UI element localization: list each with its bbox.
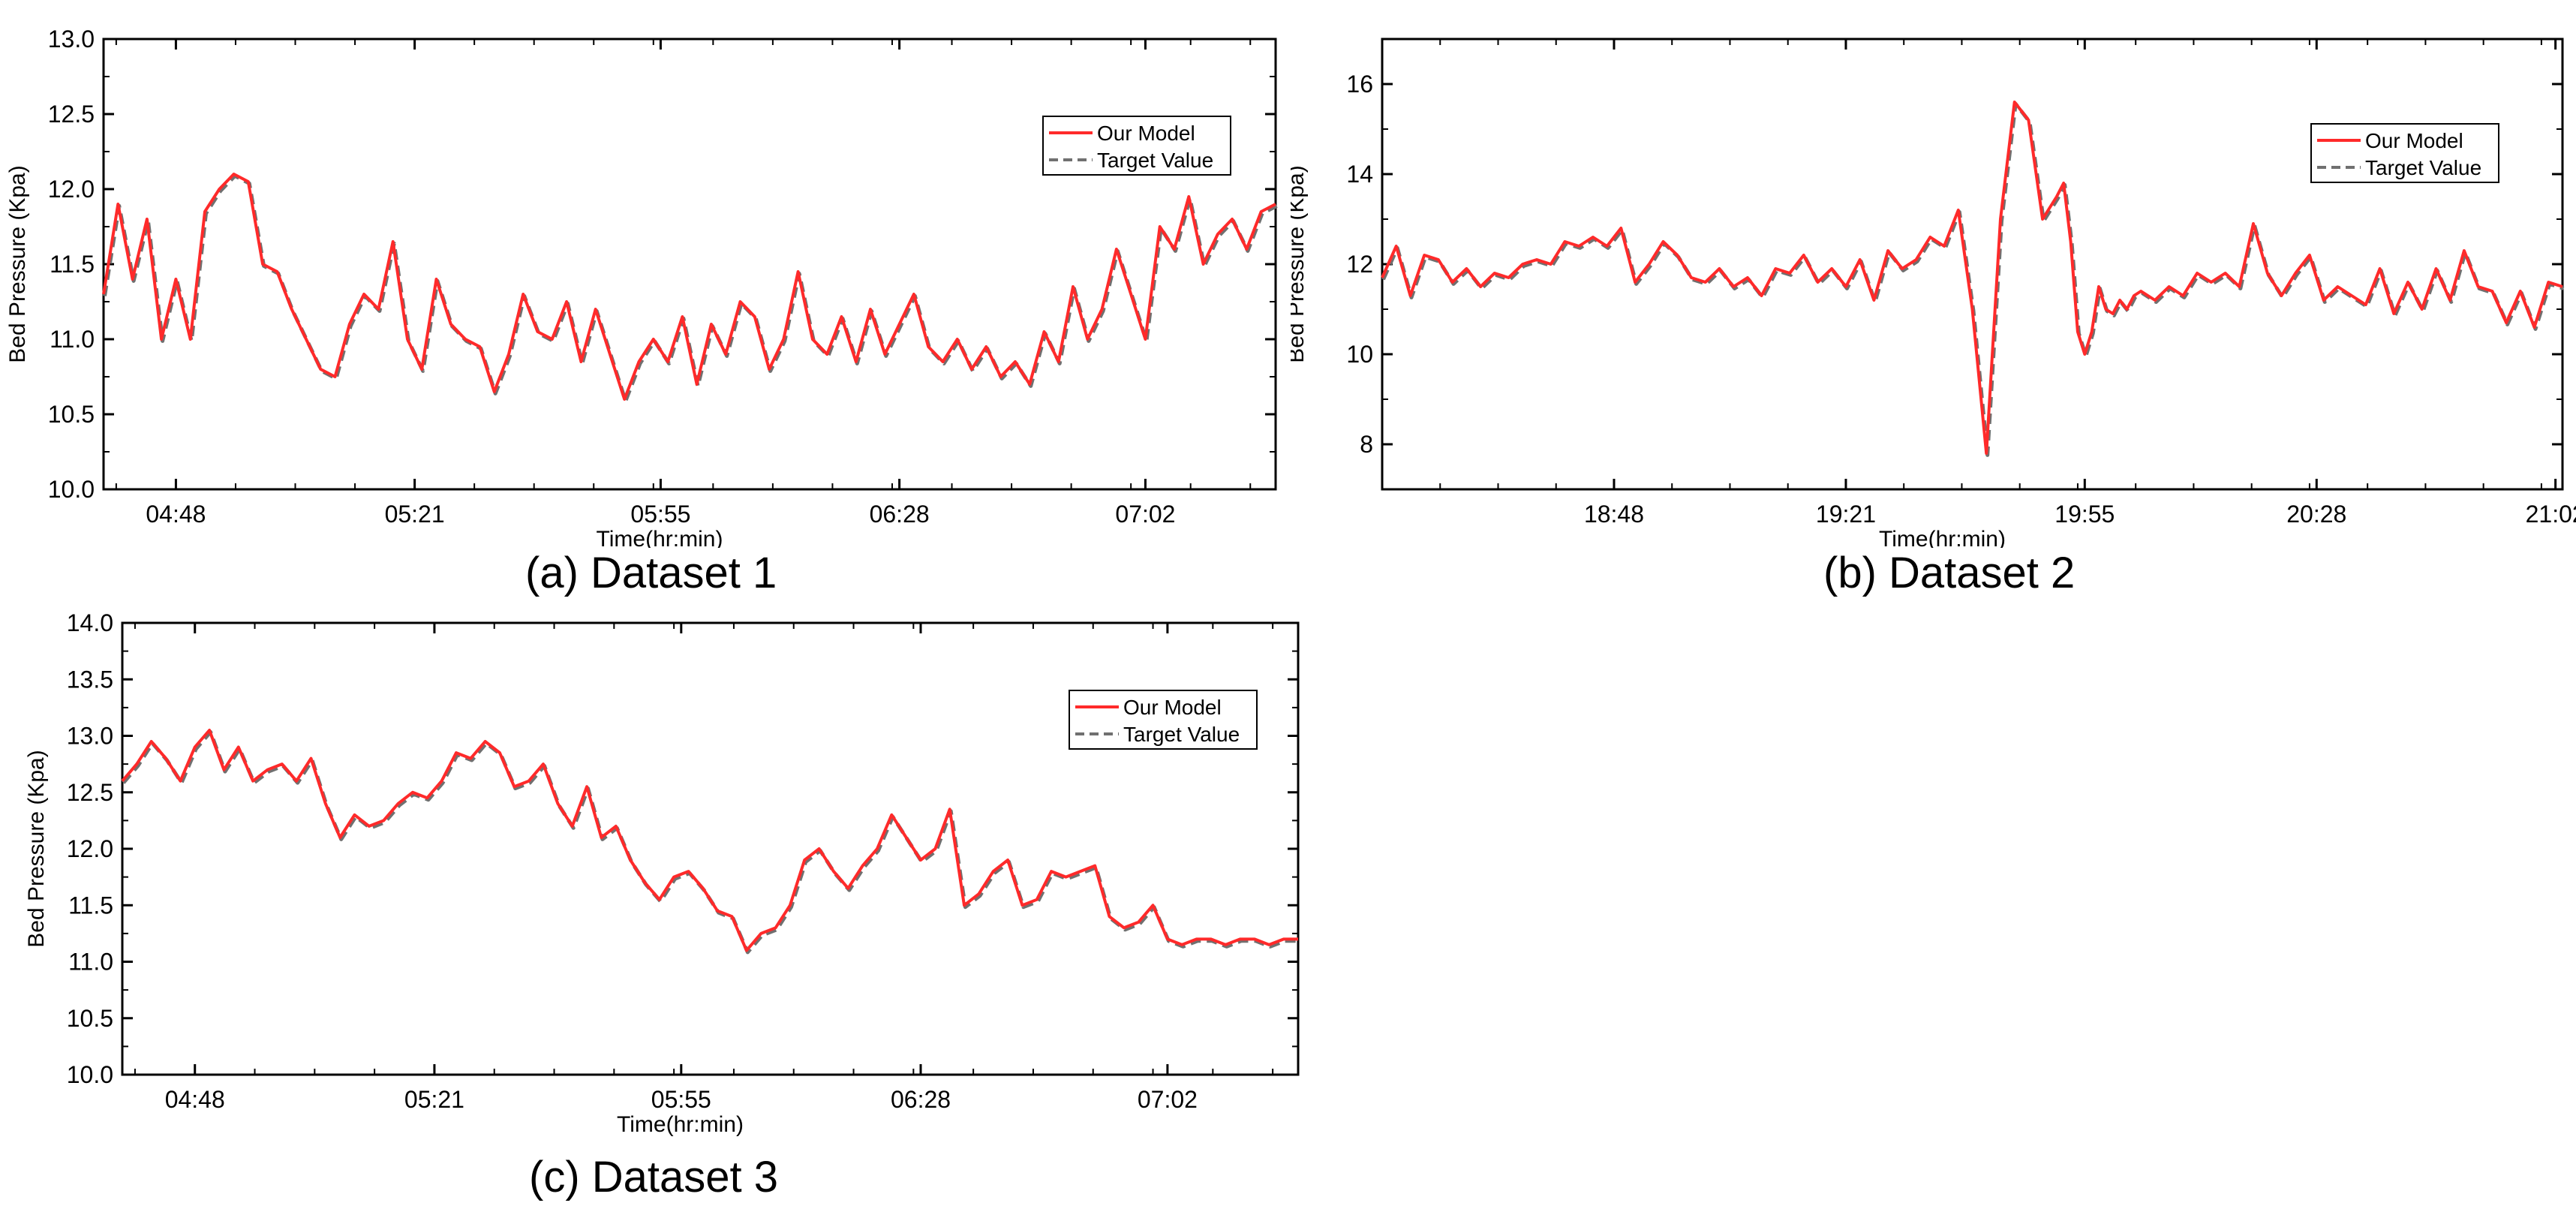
y-tick-label: 11.0 [68,949,113,976]
x-tick-label: 20:28 [2286,501,2346,528]
y-tick-label: 14 [1346,161,1373,188]
y-tick-label: 13.5 [67,666,113,693]
y-axis-label: Bed Pressure (Kpa) [1291,165,1309,362]
y-tick-label: 12.5 [67,779,113,806]
legend-label: Our Model [2365,129,2463,152]
chart-panel-dataset-2: 8 10 12 14 16 18:48 19:21 19:55 20:28 21:02 Time(h… [1291,30,2576,608]
x-tick-label: 18:48 [1584,501,1644,528]
series-line-target-value [103,173,1278,403]
y-tick-label: 11.5 [50,251,95,278]
x-tick-label: 06:28 [891,1086,951,1113]
x-tick-label: 07:02 [1115,501,1175,528]
y-axis-label: Bed Pressure (Kpa) [5,165,30,362]
y-axis-label: Bed Pressure (Kpa) [24,750,49,947]
y-tick-label: 16 [1346,71,1373,98]
y-tick-label: 12.0 [48,176,95,203]
legend-label: Target Value [1097,149,1213,172]
legend-box [1042,116,1231,176]
y-tick-label: 8 [1360,431,1373,458]
y-tick-label: 13.0 [67,723,113,750]
x-tick-label: 07:02 [1138,1086,1198,1113]
y-tick-label: 10 [1346,341,1373,368]
y-tick-label: 10.5 [48,401,95,428]
legend-label: Target Value [2365,156,2481,179]
y-tick-label: 13.0 [48,30,95,53]
caption-dataset-3: (c) Dataset 3 [529,1153,778,1201]
y-tick-label: 11.0 [50,326,95,353]
x-tick-label: 05:55 [651,1086,711,1113]
x-tick-label: 05:21 [385,501,445,528]
legend-box [2310,123,2499,183]
y-tick-label: 12 [1346,251,1373,278]
chart-panel-dataset-3: 10.0 10.5 11.0 11.5 12.0 12.5 13.0 13.5 14.0 04:4… [0,608,1321,1208]
x-tick-label: 19:21 [1816,501,1876,528]
y-tick-label: 12.5 [48,101,95,128]
y-tick-label: 10.5 [67,1005,113,1032]
series-line-target-value [122,729,1300,955]
series-line-our-model [102,173,1276,401]
x-axis-label: Time(hr:min) [1879,527,2006,548]
legend-box [1069,690,1258,750]
y-tick-label: 10.0 [67,1061,113,1088]
x-tick-label: 04:48 [165,1086,225,1113]
series-line-our-model [1381,101,2563,455]
x-tick-label: 06:28 [870,501,930,528]
legend-label: Our Model [1097,122,1195,145]
plot-frame [102,38,1277,491]
plot-frame [1381,38,2564,491]
legend-label: Target Value [1123,723,1240,746]
y-tick-label: 14.0 [67,609,113,636]
line-chart-dataset-3: 10.0 10.5 11.0 11.5 12.0 12.5 13.0 13.5 14.0 04:4… [24,609,1300,1137]
x-tick-label: 04:48 [146,501,206,528]
x-axis-label: Time(hr:min) [597,527,723,548]
x-axis-label: Time(hr:min) [617,1112,744,1137]
caption-dataset-1: (a) Dataset 1 [525,549,777,597]
x-tick-label: 05:55 [630,501,690,528]
y-tick-label: 11.5 [68,892,113,919]
series-line-our-model [121,729,1298,952]
x-tick-label: 21:02 [2526,501,2576,528]
chart-panel-dataset-1: 10.0 10.5 11.0 11.5 12.0 12.5 13.0 04:48 05:21 05… [0,30,1291,608]
caption-dataset-2: (b) Dataset 2 [1823,549,2076,597]
legend-label: Our Model [1123,696,1222,719]
line-chart-dataset-2: 8 10 12 14 16 18:48 19:21 19:55 20:28 21:02 Time(h… [1291,38,2576,548]
y-tick-label: 12.0 [67,835,113,862]
y-tick-label: 10.0 [48,476,95,503]
x-tick-label: 19:55 [2054,501,2115,528]
line-chart-dataset-1: 10.0 10.5 11.0 11.5 12.0 12.5 13.0 04:48 05:21 05… [5,30,1278,548]
x-tick-label: 05:21 [404,1086,464,1113]
